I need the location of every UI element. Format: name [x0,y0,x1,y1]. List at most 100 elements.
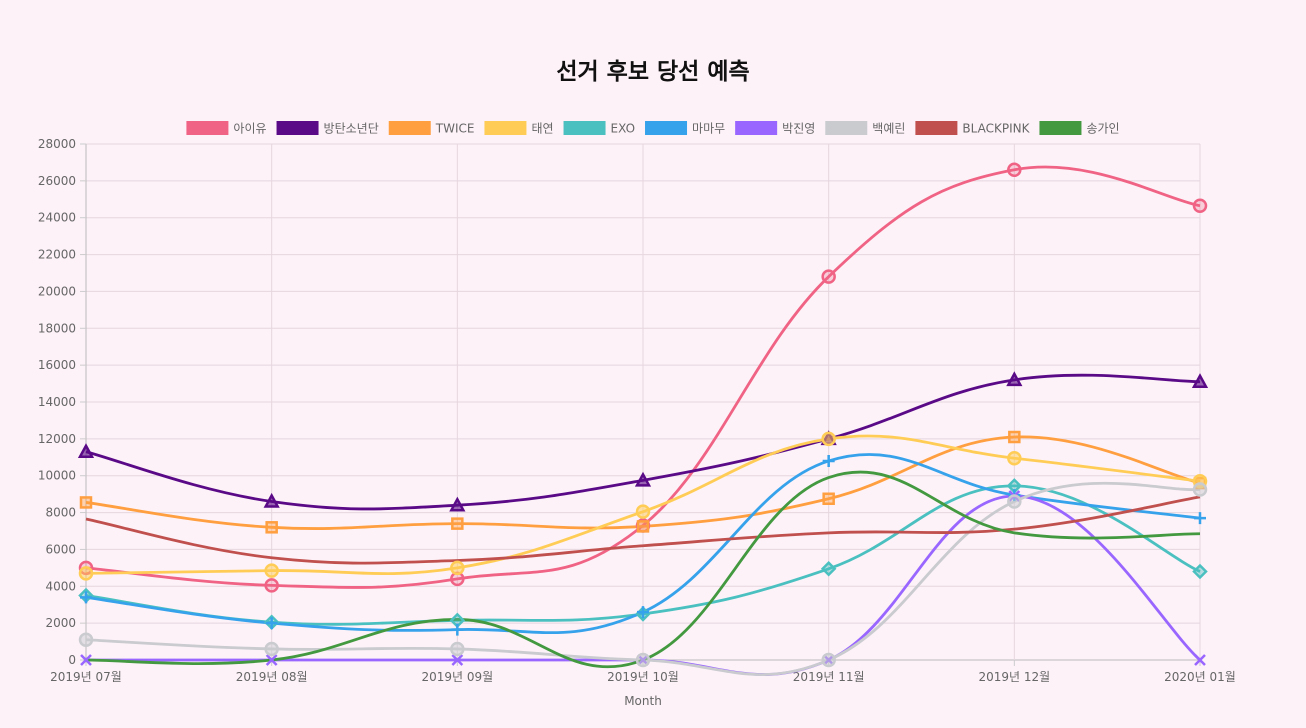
data-point-0-5 [1007,162,1022,178]
x-tick-label: 2019년 07월 [50,670,122,684]
data-point-7-1 [264,641,279,657]
legend-swatch [915,121,958,135]
legend-item[interactable]: 마마무 [645,121,725,136]
legend-item[interactable]: BLACKPINK [915,121,1031,136]
data-point-2-1 [265,521,278,534]
data-point-6-0 [80,654,92,666]
legend-label: EXO [611,122,635,136]
data-point-6-1 [265,654,278,666]
legend-item[interactable]: 송가인 [1039,121,1120,136]
data-point-5-4 [822,454,835,467]
legend-item[interactable]: 박진영 [735,121,815,136]
y-tick-label: 6000 [45,542,76,556]
y-tick-label: 16000 [38,358,76,372]
x-tick-label: 2019년 12월 [978,670,1050,684]
legend-label: 태연 [531,122,553,136]
legend-item[interactable]: TWICE [388,121,475,136]
y-tick-label: 18000 [38,321,76,335]
grid [85,143,1201,661]
legend-item[interactable]: 아이유 [186,121,267,136]
legend-label: 방탄소년단 [324,122,379,136]
legend-swatch [735,121,778,135]
series-line-0 [85,165,1201,589]
data-point-2-3 [636,520,650,533]
y-tick-label: 12000 [38,432,76,446]
y-tick-label: 8000 [45,506,76,520]
data-point-1-6 [1191,373,1209,388]
data-point-7-2 [450,641,465,657]
y-tick-label: 2000 [45,616,76,630]
y-tick-label: 0 [68,653,76,667]
chart-title: 선거 후보 당선 예측 [556,59,750,85]
series-line-8 [85,495,1201,565]
legend-swatch [484,121,527,135]
x-tick-label: 2019년 10월 [607,670,679,684]
y-tick-label: 28000 [38,137,76,151]
y-tick-label: 14000 [38,395,76,409]
data-point-5-1 [265,617,278,630]
x-tick-label: 2019년 08월 [236,670,308,684]
data-point-6-2 [451,654,464,666]
data-point-5-3 [637,606,649,619]
data-point-0-4 [821,269,836,284]
data-point-1-5 [1006,371,1023,387]
data-point-5-6 [1194,512,1206,525]
y-tick-label: 4000 [45,579,76,593]
data-point-3-5 [1007,450,1022,466]
legend-item[interactable]: 방탄소년단 [276,121,379,136]
legend-swatch [645,121,688,135]
legend-swatch [1039,121,1082,135]
legend-swatch [388,121,431,135]
data-point-0-1 [264,578,279,593]
legend-item[interactable]: 백예린 [825,121,905,136]
x-tick-label: 2019년 09월 [421,670,493,684]
y-tick-label: 26000 [38,174,76,188]
x-tick-label: 2019년 11월 [793,670,865,684]
data-point-1-0 [77,443,95,459]
legend: 아이유 방탄소년단 TWICE 태연 EXO 마마무 박진영 백예린 BLACKPINK 송가인 [186,121,1120,136]
legend-label: 박진영 [782,122,815,136]
y-tick-label: 22000 [38,248,76,262]
y-tick-label: 20000 [38,284,76,298]
data-point-3-3 [635,504,651,519]
legend-label: 마마무 [692,122,725,136]
data-point-0-6 [1192,198,1208,213]
axes: 0 2000 4000 6000 8000 10000 12000 14000 16000 180… [38,137,1236,684]
data-point-2-0 [79,496,93,509]
data-point-2-2 [451,517,464,530]
legend-item[interactable]: 태연 [484,121,554,136]
data-point-3-1 [264,563,279,578]
y-tick-label: 24000 [38,211,76,225]
series-line-2 [85,435,1201,530]
legend-label: 아이유 [233,122,266,136]
y-tick-label: 10000 [38,469,76,483]
data-point-5-0 [80,591,92,604]
legend-swatch [276,121,319,135]
legend-swatch [186,121,229,135]
data-point-4-6 [1192,563,1208,580]
data-point-1-2 [449,496,466,512]
legend-label: 송가인 [1086,122,1119,136]
legend-label: BLACKPINK [962,122,1030,136]
data-point-3-4 [821,431,836,447]
legend-swatch [563,121,606,135]
data-point-2-5 [1008,430,1021,444]
data-point-6-6 [1194,654,1206,666]
data-point-7-3 [635,652,651,668]
data-point-7-5 [1007,494,1022,509]
data-point-5-2 [451,623,464,636]
data-point-1-1 [263,492,280,508]
data-point-7-4 [821,652,836,668]
data-point-4-4 [820,561,837,577]
data-point-3-2 [450,560,465,576]
series-markers [77,162,1209,668]
data-point-2-4 [822,492,835,505]
legend-item[interactable]: EXO [563,121,635,136]
legend-label: 백예린 [872,122,905,136]
x-tick-label: 2020년 01월 [1164,670,1236,684]
legend-label: TWICE [435,122,475,136]
legend-swatch [825,121,868,135]
x-axis-label: Month [624,694,662,708]
data-point-7-6 [1192,482,1208,497]
